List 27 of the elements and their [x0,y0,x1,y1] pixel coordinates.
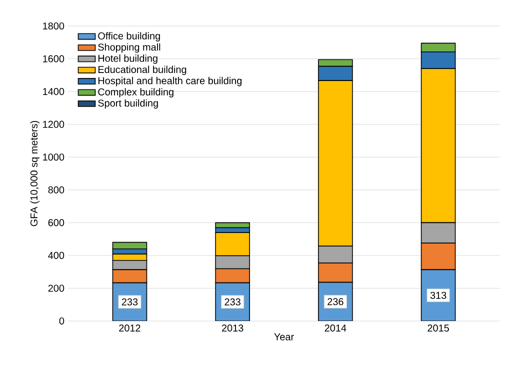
legend-label: Hotel building [98,54,158,64]
y-tick-label: 200 [48,284,64,292]
legend-label: Shopping mall [98,43,160,53]
legend-label: Sport building [98,99,158,109]
x-tick-label: 2015 [428,324,449,332]
y-tick-label: 1000 [43,154,64,161]
legend-label: Office building [98,32,160,42]
y-tick-label: 600 [48,219,64,226]
y-tick-label: 400 [48,252,64,259]
data-label: 233 [224,298,240,306]
x-tick-label: 2014 [324,324,346,332]
x-tick-label: 2012 [119,324,140,332]
y-tick-label: 1600 [43,55,64,62]
y-tick-label: 1200 [43,120,64,128]
x-axis-title: Year [274,333,294,340]
y-tick-label: 1800 [43,22,64,30]
data-label: 233 [122,298,138,306]
x-tick-label: 2013 [222,324,244,332]
data-label: 236 [328,298,344,306]
y-tick-label: 800 [48,186,64,194]
y-axis-title: GFA (10,000 sq meters) [30,120,40,226]
legend-label: Complex building [98,88,174,98]
legend-label: Educational building [98,66,186,76]
y-tick-label: 0 [59,317,64,325]
y-tick-label: 1400 [43,88,64,96]
data-label: 313 [430,292,446,299]
legend-label: Hospital and health care building [98,76,242,86]
